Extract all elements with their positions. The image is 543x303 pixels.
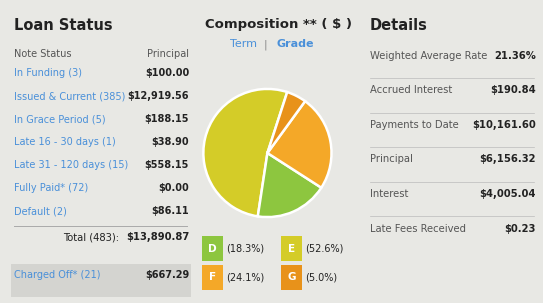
Text: $100.00: $100.00	[145, 68, 189, 78]
Text: Interest: Interest	[370, 189, 408, 199]
Text: (18.3%): (18.3%)	[226, 244, 264, 254]
Text: Total (483):: Total (483):	[63, 232, 119, 242]
Text: (52.6%): (52.6%)	[306, 244, 344, 254]
Text: Term: Term	[230, 39, 257, 49]
Text: G: G	[287, 272, 296, 282]
Wedge shape	[204, 89, 287, 216]
Text: Weighted Average Rate: Weighted Average Rate	[370, 51, 488, 61]
Text: 21.36%: 21.36%	[494, 51, 536, 61]
Text: $0.00: $0.00	[159, 183, 189, 193]
Text: $10,161.60: $10,161.60	[472, 120, 536, 130]
Text: Payments to Date: Payments to Date	[370, 120, 459, 130]
Text: Default (2): Default (2)	[15, 206, 67, 216]
Text: Grade: Grade	[276, 39, 314, 49]
Text: $4,005.04: $4,005.04	[479, 189, 536, 199]
Text: Accrued Interest: Accrued Interest	[370, 85, 452, 95]
Text: $86.11: $86.11	[151, 206, 189, 216]
FancyBboxPatch shape	[202, 236, 223, 261]
Text: $12,919.56: $12,919.56	[128, 91, 189, 101]
Text: E: E	[288, 244, 295, 254]
Text: $558.15: $558.15	[144, 160, 189, 170]
Text: Note Status: Note Status	[15, 49, 72, 59]
Text: Charged Off* (21): Charged Off* (21)	[15, 270, 101, 280]
Wedge shape	[267, 101, 331, 188]
Bar	[11, 264, 191, 297]
Text: (24.1%): (24.1%)	[226, 272, 264, 282]
Text: Loan Status: Loan Status	[15, 18, 113, 33]
Text: $6,156.32: $6,156.32	[479, 155, 536, 165]
Text: |: |	[264, 39, 268, 50]
Text: $13,890.87: $13,890.87	[126, 232, 189, 242]
FancyBboxPatch shape	[281, 236, 302, 261]
Text: $38.90: $38.90	[151, 137, 189, 147]
Text: (5.0%): (5.0%)	[306, 272, 338, 282]
FancyBboxPatch shape	[281, 265, 302, 290]
Text: Late Fees Received: Late Fees Received	[370, 224, 466, 234]
Wedge shape	[258, 153, 321, 217]
Text: $0.23: $0.23	[504, 224, 536, 234]
Text: $190.84: $190.84	[490, 85, 536, 95]
Text: Principal: Principal	[147, 49, 189, 59]
Text: Details: Details	[370, 18, 428, 33]
Text: Late 16 - 30 days (1): Late 16 - 30 days (1)	[15, 137, 116, 147]
Text: $188.15: $188.15	[144, 114, 189, 124]
Text: In Funding (3): In Funding (3)	[15, 68, 83, 78]
Text: Principal: Principal	[370, 155, 413, 165]
Text: Late 31 - 120 days (15): Late 31 - 120 days (15)	[15, 160, 129, 170]
Text: $667.29: $667.29	[145, 270, 189, 280]
Text: F: F	[209, 272, 216, 282]
FancyBboxPatch shape	[202, 265, 223, 290]
Wedge shape	[267, 92, 305, 153]
Text: Issued & Current (385): Issued & Current (385)	[15, 91, 126, 101]
Text: Composition ** ( $ ): Composition ** ( $ )	[205, 18, 352, 31]
Text: D: D	[208, 244, 217, 254]
Text: Fully Paid* (72): Fully Paid* (72)	[15, 183, 89, 193]
Text: In Grace Period (5): In Grace Period (5)	[15, 114, 106, 124]
